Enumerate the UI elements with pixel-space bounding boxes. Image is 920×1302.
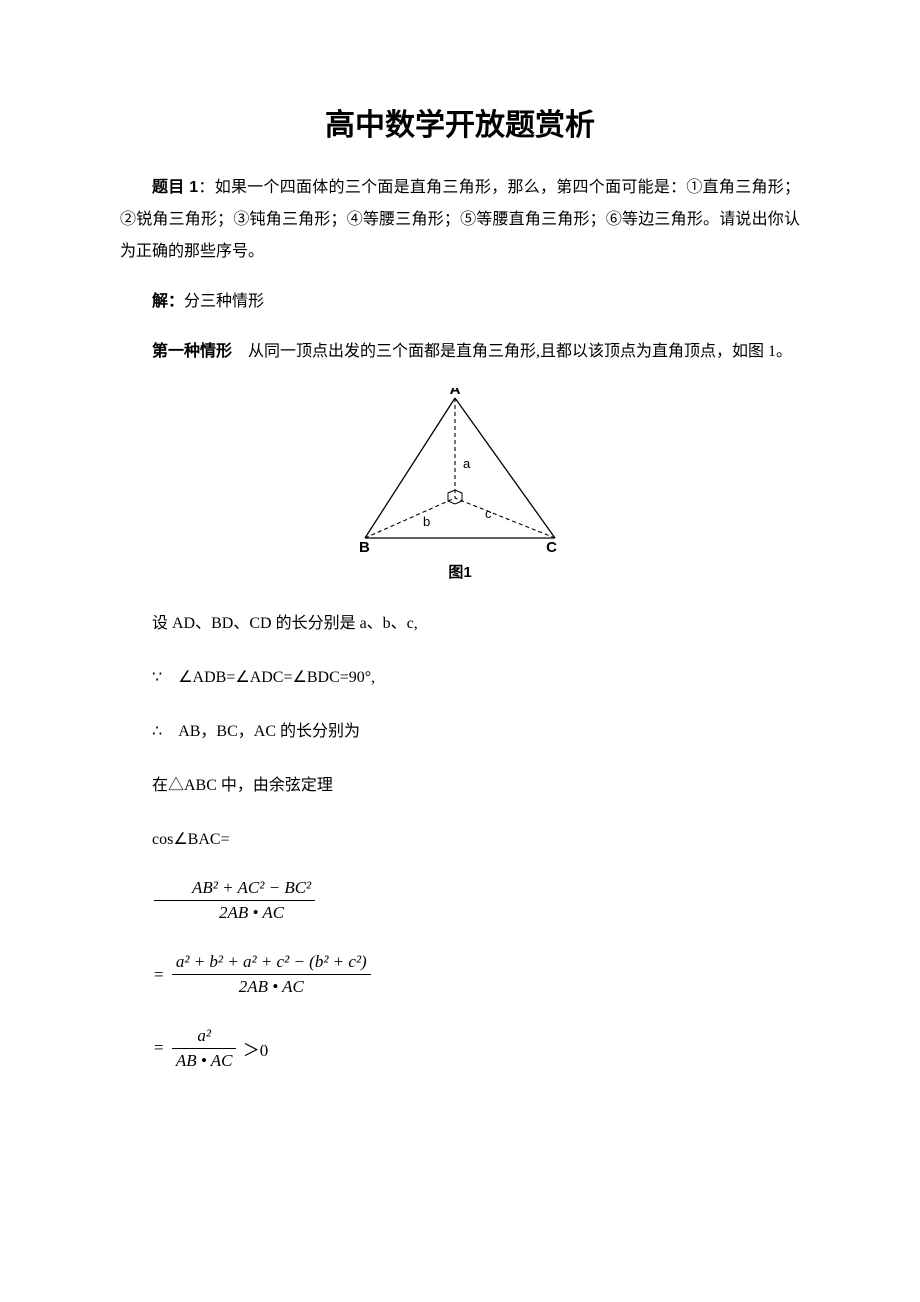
frac2-prefix: = (154, 965, 164, 985)
because-text: ∠ADB=∠ADC=∠BDC=90°, (178, 669, 375, 686)
frac2-denominator: 2AB • AC (172, 975, 371, 997)
fraction-1: AB² + AC² − BC² 2AB • AC (120, 878, 800, 924)
frac1-numerator: AB² + AC² − BC² (154, 878, 315, 901)
fraction-3: = a² AB • AC ＞0 (154, 1026, 800, 1072)
frac3-numerator: a² (172, 1026, 237, 1049)
therefore-text: AB，BC，AC 的长分别为 (178, 723, 360, 740)
fraction-2: = a² + b² + a² + c² − (b² + c²) 2AB • AC (154, 952, 800, 998)
figure-caption: 图1 (120, 561, 800, 582)
case1-text: 从同一顶点出发的三个面都是直角三角形,且都以该顶点为直角顶点，如图 1。 (232, 343, 792, 360)
because-symbol: ∵ (152, 669, 162, 686)
frac3-prefix: = (154, 1038, 164, 1058)
therefore-symbol: ∴ (152, 723, 162, 740)
page-title: 高中数学开放题赏析 (120, 100, 800, 144)
frac3-suffix: ＞0 (243, 1036, 269, 1061)
frac1-denominator: 2AB • AC (154, 901, 315, 923)
line-cos-expr: cos∠BAC= (120, 824, 800, 856)
problem-label: 题目 1 (152, 179, 198, 196)
tetrahedron-diagram: A B C a b c (355, 388, 565, 558)
vertex-A: A (450, 388, 461, 398)
line-cos-intro: 在△ABC 中，由余弦定理 (120, 770, 800, 802)
case1-paragraph: 第一种情形 从同一顶点出发的三个面都是直角三角形,且都以该顶点为直角顶点，如图 … (120, 336, 800, 368)
problem-text: ：如果一个四面体的三个面是直角三角形，那么，第四个面可能是：①直角三角形；②锐角… (120, 179, 800, 260)
solution-intro: 解：分三种情形 (120, 286, 800, 318)
frac2-numerator: a² + b² + a² + c² − (b² + c²) (172, 952, 371, 975)
solution-label: 解： (152, 293, 184, 310)
figure-1: A B C a b c 图1 (120, 388, 800, 582)
edge-a-label: a (463, 456, 471, 471)
edge-c-label: c (485, 506, 492, 521)
solution-intro-text: 分三种情形 (184, 293, 264, 310)
document-page: 高中数学开放题赏析 题目 1：如果一个四面体的三个面是直角三角形，那么，第四个面… (0, 0, 920, 1302)
line-therefore: ∴ AB，BC，AC 的长分别为 (120, 716, 800, 748)
vertex-C: C (546, 539, 557, 556)
problem-paragraph: 题目 1：如果一个四面体的三个面是直角三角形，那么，第四个面可能是：①直角三角形… (120, 172, 800, 268)
edge-b-label: b (423, 514, 430, 529)
vertex-B: B (359, 539, 370, 556)
case1-label: 第一种情形 (152, 343, 232, 360)
line-because: ∵ ∠ADB=∠ADC=∠BDC=90°, (120, 662, 800, 694)
frac3-denominator: AB • AC (172, 1049, 237, 1071)
line-set-lengths: 设 AD、BD、CD 的长分别是 a、b、c, (120, 608, 800, 640)
